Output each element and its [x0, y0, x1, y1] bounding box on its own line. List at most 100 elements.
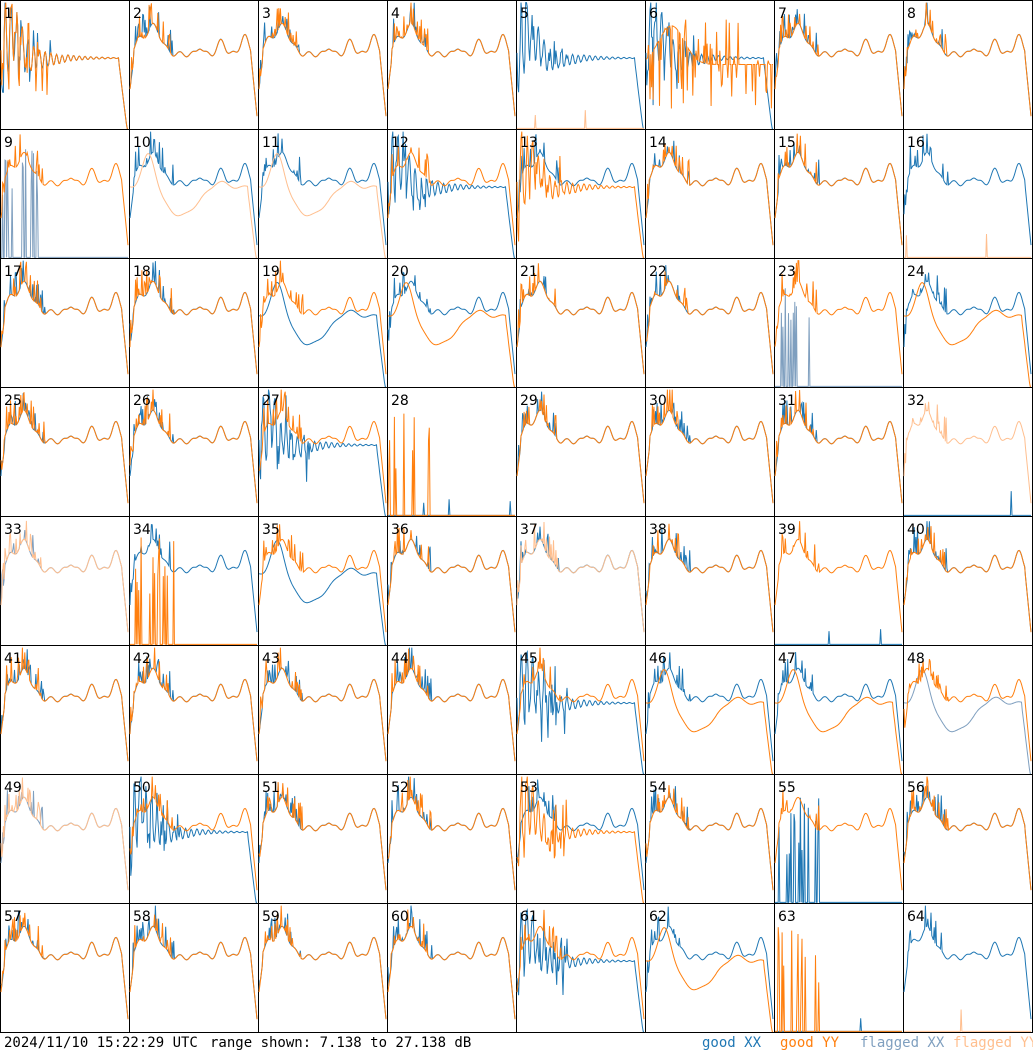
panel-label: 56 — [907, 780, 925, 796]
panel-label: 15 — [778, 135, 796, 151]
panel-label: 42 — [133, 651, 151, 667]
panel-label: 27 — [262, 393, 280, 409]
panel-1: 1 — [0, 0, 130, 130]
series-yy-8 — [903, 2, 1032, 117]
panel-label: 20 — [391, 264, 409, 280]
series-yy-35 — [258, 524, 387, 633]
series-yy-24 — [903, 282, 1031, 387]
series-yy-52 — [387, 776, 516, 891]
panel-frame — [774, 516, 904, 646]
panel-62: 62 — [645, 903, 775, 1033]
panel-label: 29 — [520, 393, 538, 409]
panel-label: 22 — [649, 264, 667, 280]
series-xx-13 — [516, 134, 645, 246]
series-yy-4 — [387, 2, 516, 117]
series-yy-51 — [258, 781, 387, 891]
series-xx-19 — [258, 281, 386, 387]
series-yy-11 — [258, 153, 386, 258]
panel-label: 9 — [4, 135, 13, 151]
panel-label: 52 — [391, 780, 409, 796]
panel-label: 35 — [262, 522, 280, 538]
panel-59: 59 — [258, 903, 388, 1033]
series-yy-32 — [903, 401, 1032, 504]
series-yy-30 — [645, 389, 774, 504]
panel-29: 29 — [516, 387, 646, 517]
series-yy-15 — [774, 133, 903, 246]
series-yy-29 — [516, 394, 645, 504]
series-yy-34 — [130, 537, 257, 645]
panel-frame — [774, 774, 904, 904]
series-yy-38 — [645, 523, 774, 633]
panel-label: 59 — [262, 909, 280, 925]
series-xx-32 — [904, 491, 1031, 516]
panel-21: 21 — [516, 258, 646, 388]
panel-label: 55 — [778, 780, 796, 796]
panel-label: 43 — [262, 651, 280, 667]
series-yy-19 — [258, 260, 387, 375]
series-yy-37 — [516, 521, 645, 633]
footer: 2024/11/10 15:22:29 UTC range shown: 7.1… — [0, 1033, 1033, 1053]
panel-64: 64 — [903, 903, 1033, 1033]
series-yy-7 — [774, 13, 903, 117]
panel-frame — [387, 0, 517, 130]
panel-label: 62 — [649, 909, 667, 925]
series-yy-23 — [774, 260, 903, 375]
series-yy-10 — [129, 153, 257, 258]
panel-frame — [0, 516, 130, 646]
panel-43: 43 — [258, 645, 388, 775]
series-xx-27 — [258, 389, 386, 516]
series-xx-16 — [903, 133, 1032, 246]
series-xx-45 — [516, 649, 644, 774]
series-yy-17 — [0, 261, 129, 375]
series-yy-62 — [645, 927, 773, 1032]
series-yy-5 — [517, 110, 644, 129]
panel-frame — [258, 129, 388, 259]
panel-label: 23 — [778, 264, 796, 280]
panel-50: 50 — [129, 774, 259, 904]
panel-41: 41 — [0, 645, 130, 775]
series-yy-26 — [129, 389, 258, 504]
panel-3: 3 — [258, 0, 388, 130]
series-yy-55 — [774, 789, 903, 891]
series-yy-33 — [0, 520, 129, 633]
panel-frame — [129, 0, 259, 130]
series-yy-45 — [516, 647, 645, 762]
panel-label: 17 — [4, 264, 22, 280]
panel-33: 33 — [0, 516, 130, 646]
series-xx-35 — [258, 539, 386, 645]
series-yy-9 — [0, 134, 129, 246]
series-yy-63 — [775, 927, 902, 1032]
panel-label: 28 — [391, 393, 409, 409]
panel-label: 44 — [391, 651, 409, 667]
panel-40: 40 — [903, 516, 1033, 646]
panel-label: 60 — [391, 909, 409, 925]
panel-label: 25 — [4, 393, 22, 409]
panel-12: 12 — [387, 129, 517, 259]
panel-label: 49 — [4, 780, 22, 796]
panel-label: 13 — [520, 135, 538, 151]
panel-25: 25 — [0, 387, 130, 517]
series-yy-2 — [129, 3, 258, 117]
panel-20: 20 — [387, 258, 517, 388]
panel-frame — [129, 903, 259, 1033]
panel-label: 61 — [520, 909, 538, 925]
panel-label: 33 — [4, 522, 22, 538]
panel-label: 34 — [133, 522, 151, 538]
panel-32: 32 — [903, 387, 1033, 517]
panel-31: 31 — [774, 387, 904, 517]
panel-34: 34 — [129, 516, 259, 646]
panel-label: 19 — [262, 264, 280, 280]
panel-frame — [387, 258, 517, 388]
series-yy-50 — [129, 776, 258, 891]
panel-frame — [516, 129, 646, 259]
panel-label: 3 — [262, 6, 271, 22]
legend-flagged-yy: flagged YY — [953, 1035, 1033, 1051]
panel-frame — [387, 129, 517, 259]
series-yy-18 — [129, 269, 258, 375]
panel-10: 10 — [129, 129, 259, 259]
panel-27: 27 — [258, 387, 388, 517]
panel-42: 42 — [129, 645, 259, 775]
panel-frame — [0, 0, 130, 130]
series-yy-39 — [774, 521, 903, 633]
series-xx-10 — [129, 131, 258, 246]
